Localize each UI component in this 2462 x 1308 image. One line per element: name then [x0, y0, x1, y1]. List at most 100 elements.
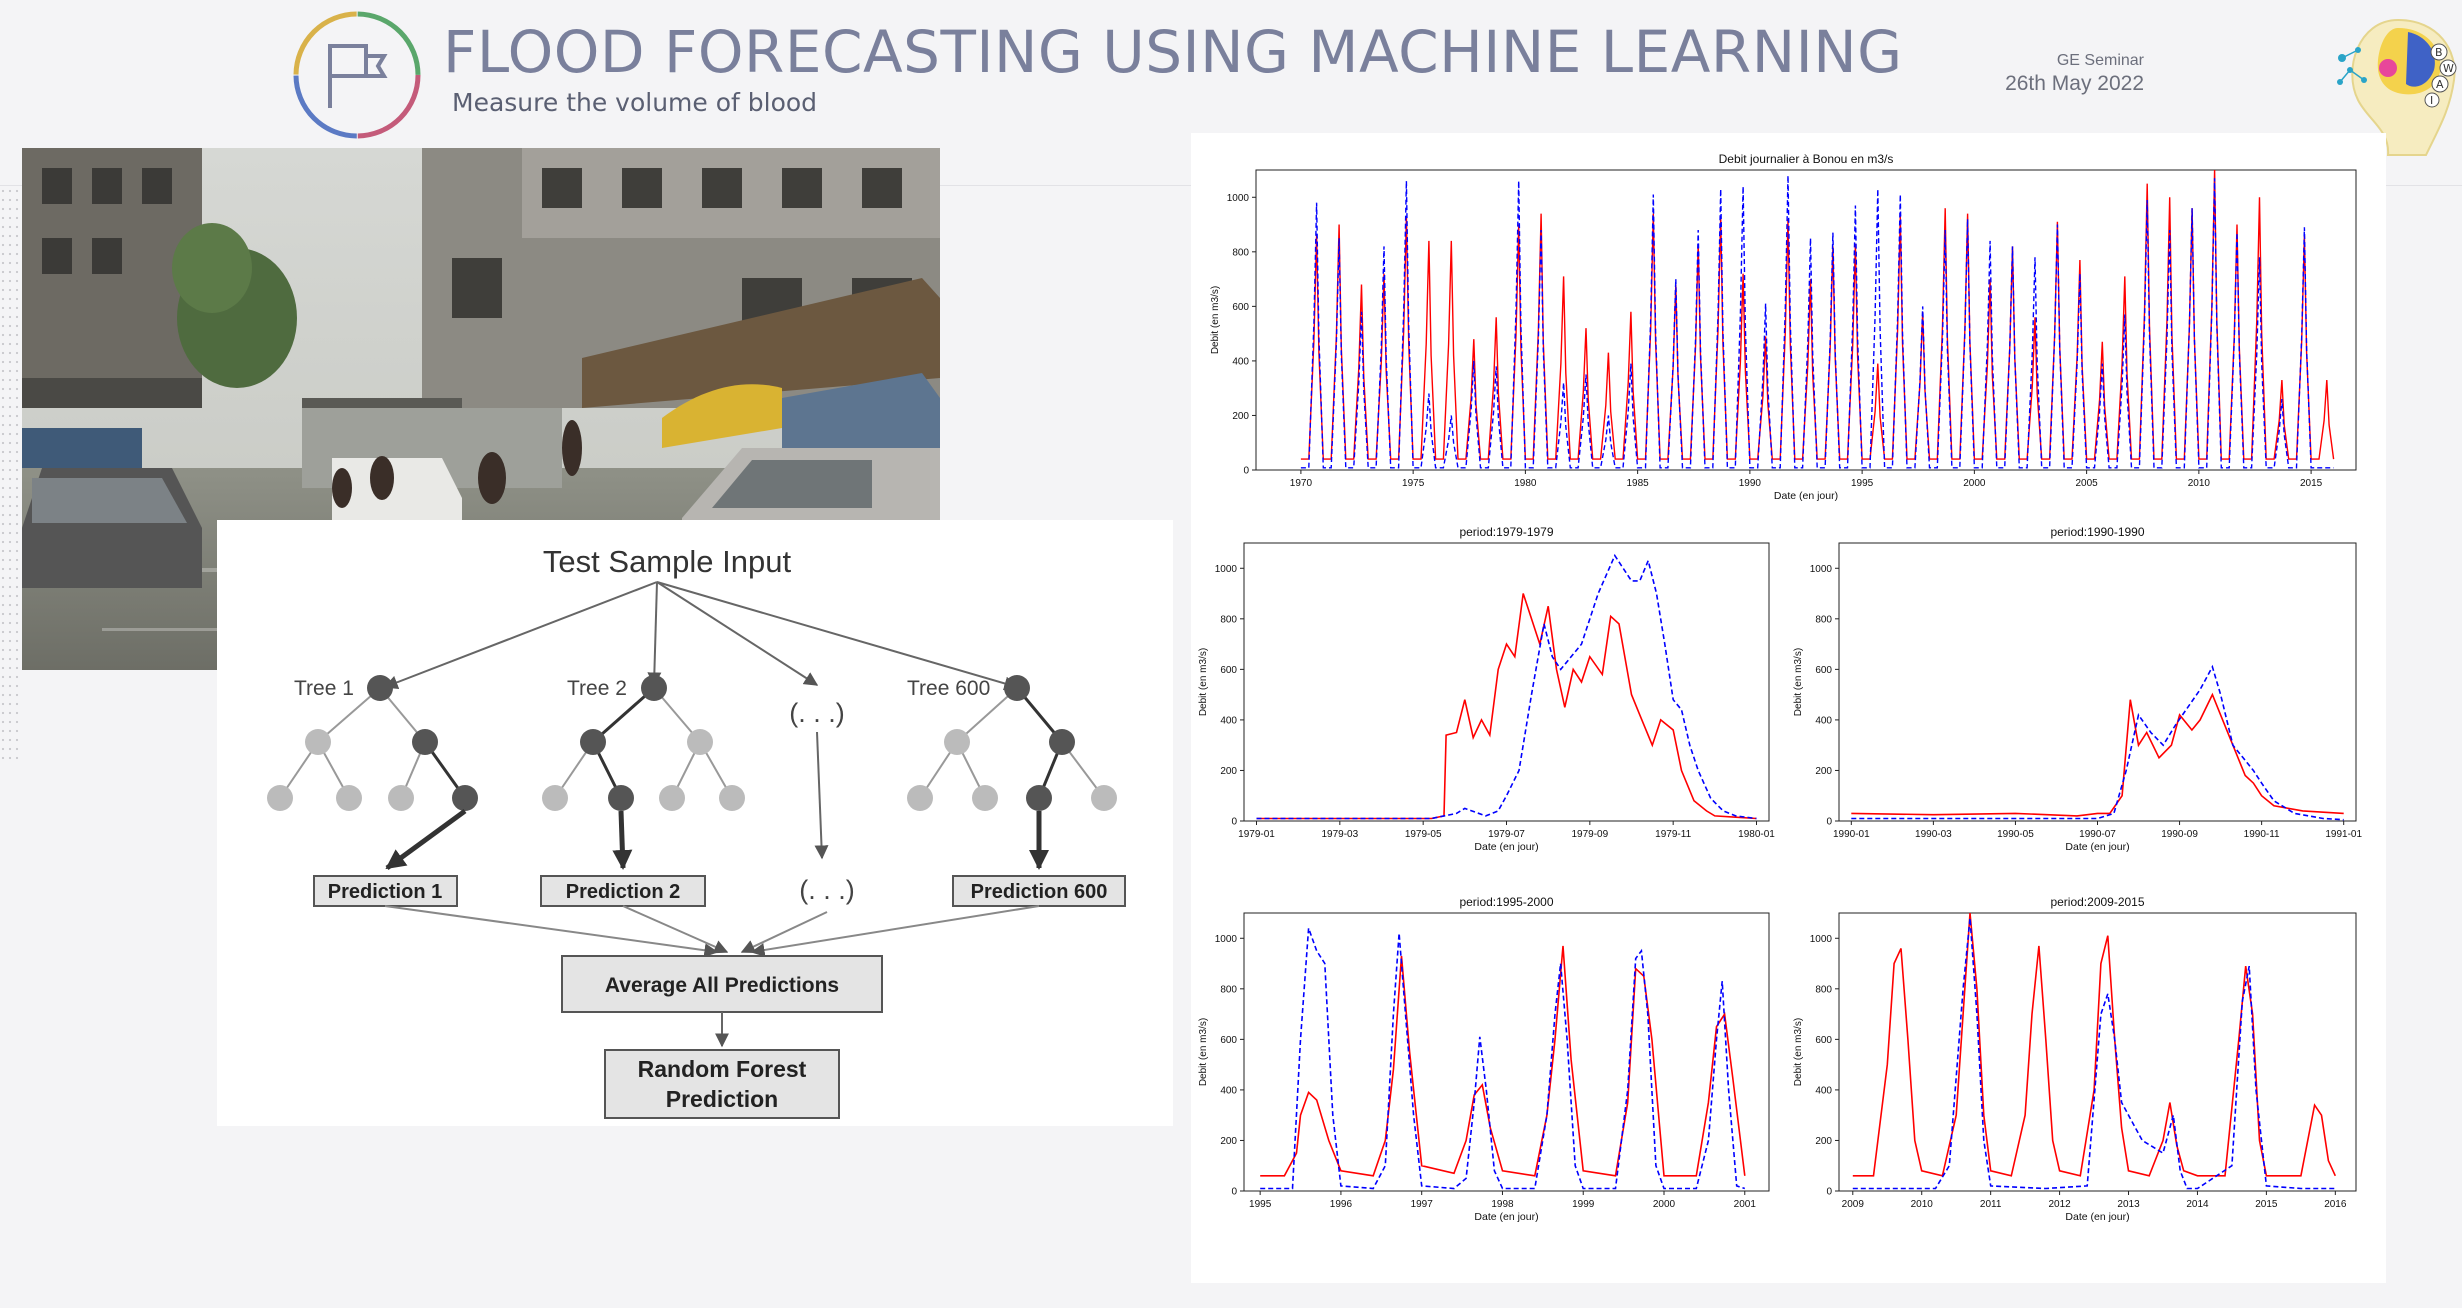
x-tick-label: 1990-09 [2161, 829, 2198, 840]
decor-dot [15, 468, 19, 472]
decor-dot [15, 495, 19, 499]
y-tick-label: 400 [1220, 1085, 1237, 1096]
decor-dot [8, 576, 12, 580]
decor-dot [8, 270, 12, 274]
x-tick-label: 1995 [1851, 478, 1874, 489]
decor-dot [8, 261, 12, 265]
decor-dot [15, 540, 19, 544]
decor-dot [8, 657, 12, 661]
prediction-ellipsis-label: (. . .) [799, 875, 855, 905]
decor-dot [1, 576, 5, 580]
x-tick-label: 2000 [1963, 478, 1986, 489]
decor-dot [15, 522, 19, 526]
decor-dot [15, 558, 19, 562]
y-tick-label: 200 [1220, 766, 1237, 777]
decor-dot [8, 189, 12, 193]
tree-ellipsis-label: (. . .) [789, 698, 845, 728]
decor-dot [8, 414, 12, 418]
decor-dot [1, 441, 5, 445]
x-tick-label: 1996 [1330, 1199, 1353, 1210]
decor-dot [15, 360, 19, 364]
predicted-series-line [1851, 664, 2344, 821]
predicted-series-line [1300, 175, 2334, 469]
x-tick-label: 2015 [2300, 478, 2323, 489]
decor-dot [8, 531, 12, 535]
y-tick-label: 0 [1231, 1187, 1237, 1198]
y-tick-label: 600 [1220, 665, 1237, 676]
decor-dot [1, 657, 5, 661]
decor-dot [15, 279, 19, 283]
decor-dot [1, 540, 5, 544]
decor-dot [8, 243, 12, 247]
decor-dot [1, 216, 5, 220]
observed-series-line [1851, 692, 2344, 817]
y-tick-label: 800 [1232, 247, 1249, 258]
decor-dot [1, 387, 5, 391]
x-tick-label: 1991-01 [2325, 829, 2362, 840]
x-tick-label: 2010 [1911, 1199, 1934, 1210]
x-tick-label: 1979-11 [1655, 829, 1691, 840]
chart-2: period:1979-1979 0 200 400 600 800 1000 1979-01… [1198, 525, 1775, 853]
predicted-series-line [1852, 918, 2336, 1190]
decor-dot [1, 405, 5, 409]
decor-dot [15, 189, 19, 193]
chart-3: period:1990-1990 0 200 400 600 800 1000 1990-01… [1793, 525, 2362, 853]
decor-dot [8, 738, 12, 742]
x-tick-label: 2014 [2186, 1199, 2209, 1210]
decor-dot [15, 297, 19, 301]
decor-dot [8, 459, 12, 463]
x-tick-label: 2013 [2117, 1199, 2140, 1210]
decor-dot [1, 450, 5, 454]
y-tick-label: 0 [1826, 817, 1832, 828]
tree-label: Tree 600 [907, 677, 990, 700]
x-tick-label: 1979-09 [1571, 829, 1608, 840]
event-date: 26th May 2022 [2005, 72, 2144, 95]
decor-dot [15, 234, 19, 238]
decor-dot [8, 720, 12, 724]
x-tick-label: 2016 [2324, 1199, 2347, 1210]
decor-dot [15, 324, 19, 328]
decor-dot [1, 333, 5, 337]
decor-dot [15, 711, 19, 715]
decor-dot [1, 711, 5, 715]
decor-dot [15, 729, 19, 733]
decor-dot [15, 306, 19, 310]
random-forest-diagram: Test Sample Input Tree 1 Tree 2 [217, 520, 1173, 1126]
decor-dot [8, 468, 12, 472]
decor-dot [8, 594, 12, 598]
x-tick-label: 1975 [1402, 478, 1425, 489]
decor-dot [8, 729, 12, 733]
decor-dot [15, 486, 19, 490]
decor-dot [8, 315, 12, 319]
test-sample-input-label: Test Sample Input [543, 544, 792, 579]
decor-dot [1, 315, 5, 319]
plot-area [1243, 542, 1770, 822]
org-logo-letter: I [2430, 94, 2433, 107]
flag-logo-icon [293, 11, 421, 139]
observed-series-line [1260, 945, 1746, 1177]
decor-dot [15, 513, 19, 517]
decor-dot [1, 432, 5, 436]
average-predictions-label: Average All Predictions [605, 974, 839, 997]
decor-dot [8, 207, 12, 211]
decor-dot [1, 360, 5, 364]
y-tick-label: 600 [1815, 1035, 1832, 1046]
predicted-series-line [1256, 553, 1757, 820]
x-axis-label: Date (en jour) [1774, 490, 1838, 502]
x-tick-label: 1970 [1290, 478, 1313, 489]
decor-dot [15, 648, 19, 652]
y-tick-label: 1000 [1810, 564, 1833, 575]
decor-dot [8, 342, 12, 346]
y-tick-label: 400 [1220, 715, 1237, 726]
org-logo-letter: W [2443, 62, 2454, 75]
decor-dot [1, 702, 5, 706]
decor-dot [1, 747, 5, 751]
decor-dot [1, 198, 5, 202]
x-tick-label: 1999 [1572, 1199, 1595, 1210]
decor-dot [15, 225, 19, 229]
x-axis-label: Date (en jour) [1474, 841, 1538, 853]
plot-area [1243, 912, 1770, 1192]
chart-5: period:2009-2015 0 200 400 600 800 1000 2009 201… [1793, 895, 2357, 1223]
decor-dot [8, 504, 12, 508]
decision-tree-2: Tree 2 [542, 675, 745, 870]
